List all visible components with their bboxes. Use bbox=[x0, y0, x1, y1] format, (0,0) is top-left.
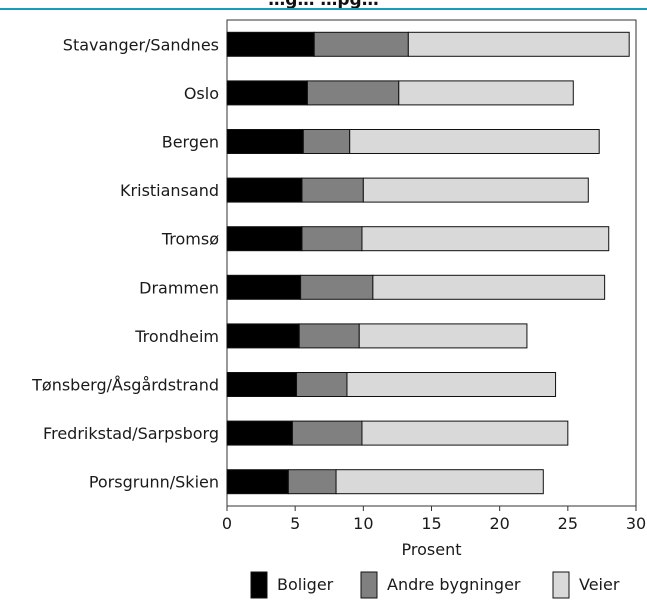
bar-segment-andre-bygninger bbox=[298, 323, 360, 349]
bar-segment-veier bbox=[361, 420, 569, 446]
bar-segment-andre-bygninger bbox=[302, 129, 351, 154]
x-tick-label: 10 bbox=[353, 514, 373, 533]
bar-segment-andre-bygninger bbox=[301, 226, 363, 252]
bar-segment-veier bbox=[335, 469, 544, 495]
x-tick-label: 20 bbox=[489, 514, 509, 533]
bar-segment-boliger bbox=[226, 31, 315, 57]
bar-segment-veier bbox=[358, 323, 528, 349]
bar-segment-andre-bygninger bbox=[296, 372, 348, 397]
bar-segment-boliger bbox=[226, 420, 293, 446]
title-divider bbox=[0, 8, 647, 10]
bar-segment-boliger bbox=[226, 372, 298, 397]
bar-segment-boliger bbox=[226, 274, 302, 300]
bar-segment-boliger bbox=[226, 226, 303, 252]
x-tick-label: 15 bbox=[421, 514, 441, 533]
bar-segment-veier bbox=[372, 274, 606, 300]
legend-label: Andre bygninger bbox=[387, 575, 521, 594]
bar-segment-boliger bbox=[226, 177, 303, 203]
x-tick-label: 5 bbox=[290, 514, 300, 533]
category-label: Trondheim bbox=[134, 327, 219, 346]
bar-segment-andre-bygninger bbox=[291, 420, 363, 446]
bar-segment-boliger bbox=[226, 323, 300, 349]
legend-label: Boliger bbox=[277, 575, 334, 594]
category-label: Fredrikstad/Sarpsborg bbox=[43, 424, 219, 443]
bar-segment-veier bbox=[398, 80, 574, 106]
category-label: Bergen bbox=[162, 133, 219, 152]
bar-segment-boliger bbox=[226, 80, 308, 106]
category-label: Kristiansand bbox=[120, 181, 219, 200]
x-tick-label: 0 bbox=[222, 514, 232, 533]
legend-label: Veier bbox=[579, 575, 620, 594]
bar-segment-veier bbox=[361, 226, 610, 252]
category-label: Tromsø bbox=[161, 230, 219, 249]
category-label: Tønsberg/Åsgårdstrand bbox=[31, 376, 219, 395]
bar-segment-veier bbox=[362, 177, 589, 203]
bar-segment-andre-bygninger bbox=[313, 31, 409, 57]
chart-title-strip: …g… …pg… bbox=[0, 0, 647, 20]
legend-swatch bbox=[250, 571, 268, 599]
bar-segment-andre-bygninger bbox=[306, 80, 400, 106]
legend-swatch bbox=[552, 571, 570, 599]
x-axis-label: Prosent bbox=[402, 540, 462, 559]
bar-segment-veier bbox=[346, 372, 557, 397]
x-tick-label: 30 bbox=[626, 514, 646, 533]
bar-segment-andre-bygninger bbox=[287, 469, 337, 495]
chart-title: …g… …pg… bbox=[268, 0, 379, 10]
category-label: Oslo bbox=[184, 84, 219, 103]
bar-segment-andre-bygninger bbox=[300, 274, 374, 300]
bar-segment-veier bbox=[349, 129, 600, 154]
category-label: Drammen bbox=[139, 278, 219, 297]
bar-segment-veier bbox=[407, 31, 630, 57]
x-tick-label: 25 bbox=[558, 514, 578, 533]
category-label: Porsgrunn/Skien bbox=[89, 473, 219, 492]
bar-segment-boliger bbox=[226, 469, 289, 495]
category-label: Stavanger/Sandnes bbox=[63, 35, 219, 54]
bar-segment-andre-bygninger bbox=[301, 177, 364, 203]
legend-swatch bbox=[360, 571, 378, 599]
bar-segment-boliger bbox=[226, 129, 304, 154]
